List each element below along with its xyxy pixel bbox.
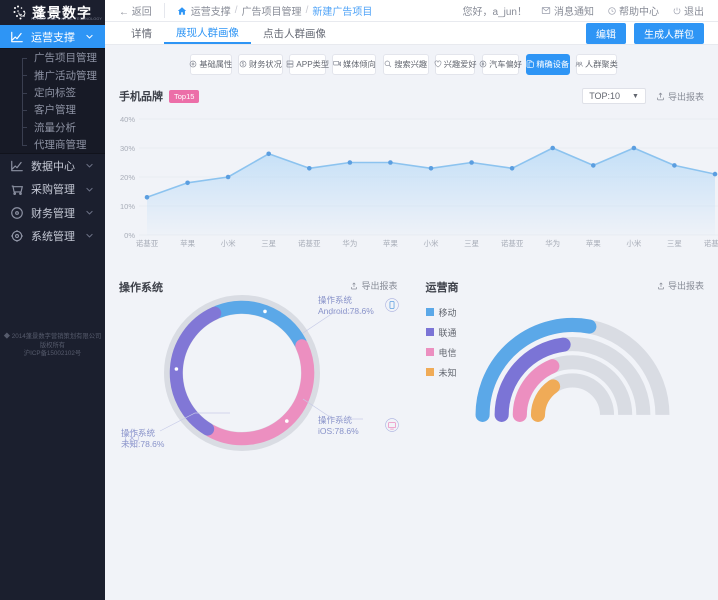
svg-text:0%: 0% (124, 231, 135, 240)
svg-text:诺基亚: 诺基亚 (704, 238, 718, 248)
svg-text:诺基亚: 诺基亚 (298, 238, 321, 248)
svg-text:小米: 小米 (626, 238, 641, 248)
svg-text:20%: 20% (120, 173, 135, 182)
svg-text:华为: 华为 (342, 238, 357, 248)
svg-text:小米: 小米 (424, 238, 439, 248)
svg-text:三星: 三星 (261, 239, 276, 248)
svg-text:华为: 华为 (545, 238, 560, 248)
svg-text:小米: 小米 (221, 238, 236, 248)
svg-text:40%: 40% (120, 115, 135, 124)
svg-text:诺基亚: 诺基亚 (136, 238, 159, 248)
svg-text:苹果: 苹果 (586, 238, 601, 248)
svg-text:三星: 三星 (464, 239, 479, 248)
svg-text:三星: 三星 (667, 239, 682, 248)
svg-text:10%: 10% (120, 202, 135, 211)
svg-text:30%: 30% (120, 144, 135, 153)
svg-text:苹果: 苹果 (180, 238, 195, 248)
svg-text:诺基亚: 诺基亚 (501, 238, 524, 248)
svg-text:苹果: 苹果 (383, 238, 398, 248)
